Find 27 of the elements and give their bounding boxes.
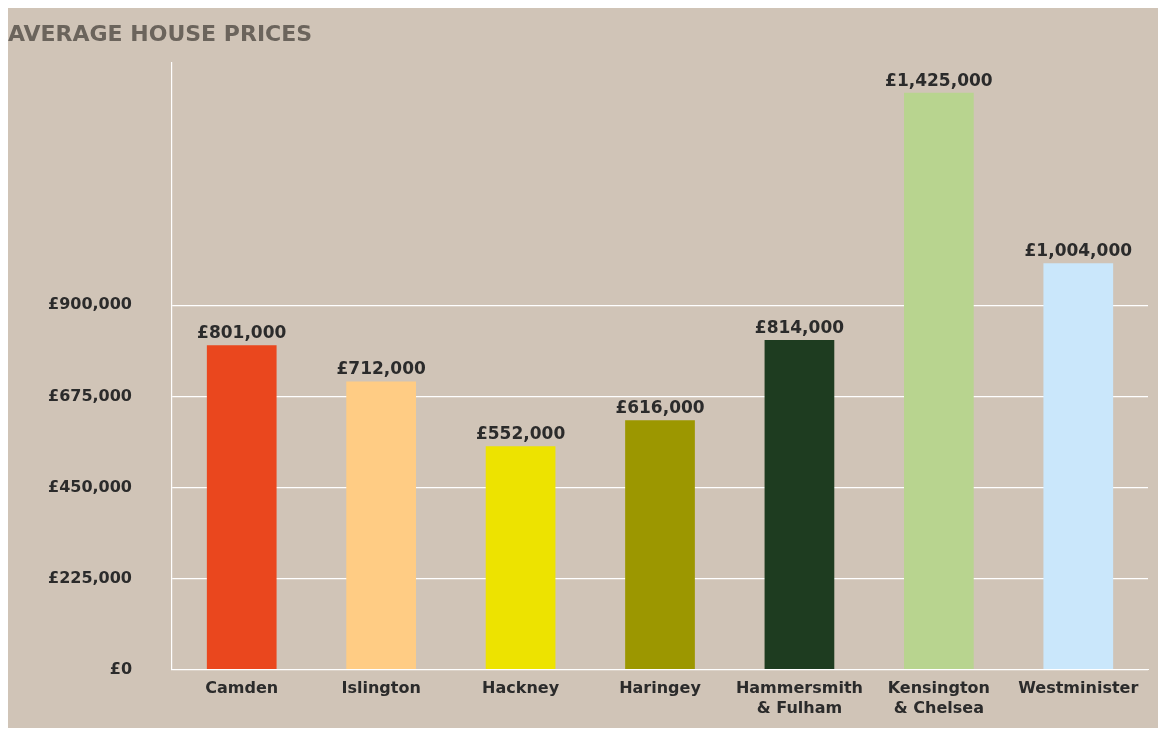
- x-tick-label: Hackney: [482, 678, 560, 698]
- data-label: £1,004,000: [1024, 240, 1133, 261]
- data-label: £814,000: [754, 317, 845, 338]
- data-label: £616,000: [615, 397, 705, 418]
- bar: [625, 420, 695, 669]
- data-label: £801,000: [197, 322, 287, 343]
- y-tick-label: £450,000: [47, 476, 133, 496]
- bar: [764, 340, 835, 669]
- bar: [206, 345, 277, 669]
- bar: [1043, 263, 1114, 669]
- x-tick-label: Hammersmith & Fulham: [735, 678, 863, 717]
- bar: [904, 92, 974, 669]
- x-tick-label: Kensington & Chelsea: [887, 678, 990, 717]
- y-tick-label: £0: [109, 658, 133, 678]
- chart-title: AVERAGE HOUSE PRICES: [8, 20, 313, 46]
- y-tick-label: £225,000: [47, 567, 133, 587]
- bar: [485, 446, 556, 669]
- data-label: £552,000: [475, 423, 566, 444]
- x-tick-label: Westminister: [1018, 678, 1139, 698]
- x-tick-label: Haringey: [619, 678, 702, 698]
- bar: [346, 381, 417, 669]
- data-label: £712,000: [336, 358, 426, 379]
- y-tick-label: £900,000: [47, 294, 133, 314]
- data-label: £1,425,000: [885, 69, 993, 90]
- x-tick-label: Camden: [205, 678, 279, 698]
- x-tick-label: Islington: [341, 678, 421, 698]
- y-tick-label: £675,000: [47, 385, 133, 405]
